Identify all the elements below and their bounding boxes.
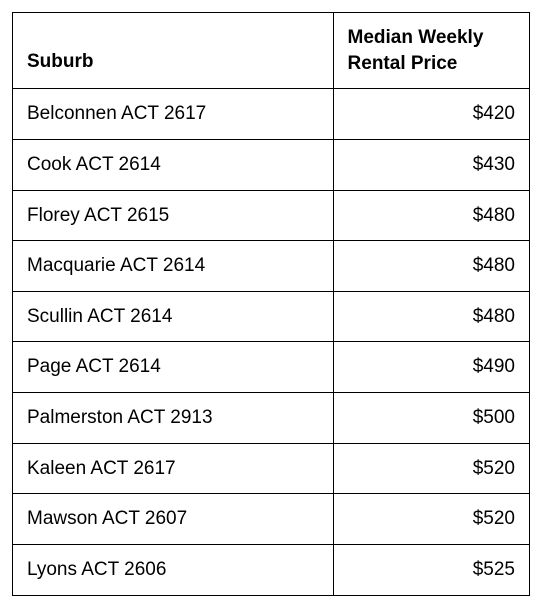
table-row: Belconnen ACT 2617 $420: [13, 89, 530, 140]
price-cell: $480: [333, 241, 529, 292]
price-cell: $480: [333, 291, 529, 342]
price-cell: $525: [333, 545, 529, 596]
price-cell: $520: [333, 443, 529, 494]
table-row: Kaleen ACT 2617 $520: [13, 443, 530, 494]
price-cell: $480: [333, 190, 529, 241]
table-row: Scullin ACT 2614 $480: [13, 291, 530, 342]
table-row: Lyons ACT 2606 $525: [13, 545, 530, 596]
suburb-cell: Cook ACT 2614: [13, 139, 334, 190]
column-header-price: Median Weekly Rental Price: [333, 13, 529, 89]
suburb-cell: Mawson ACT 2607: [13, 494, 334, 545]
price-cell: $520: [333, 494, 529, 545]
suburb-cell: Florey ACT 2615: [13, 190, 334, 241]
table-header-row: Suburb Median Weekly Rental Price: [13, 13, 530, 89]
table-row: Palmerston ACT 2913 $500: [13, 393, 530, 444]
suburb-cell: Page ACT 2614: [13, 342, 334, 393]
table-row: Page ACT 2614 $490: [13, 342, 530, 393]
rental-price-table: Suburb Median Weekly Rental Price Belcon…: [12, 12, 530, 596]
suburb-cell: Kaleen ACT 2617: [13, 443, 334, 494]
table-row: Mawson ACT 2607 $520: [13, 494, 530, 545]
suburb-cell: Scullin ACT 2614: [13, 291, 334, 342]
suburb-cell: Belconnen ACT 2617: [13, 89, 334, 140]
suburb-cell: Macquarie ACT 2614: [13, 241, 334, 292]
column-header-suburb: Suburb: [13, 13, 334, 89]
price-cell: $430: [333, 139, 529, 190]
table-row: Cook ACT 2614 $430: [13, 139, 530, 190]
price-cell: $490: [333, 342, 529, 393]
suburb-cell: Lyons ACT 2606: [13, 545, 334, 596]
price-cell: $420: [333, 89, 529, 140]
table-body: Belconnen ACT 2617 $420 Cook ACT 2614 $4…: [13, 89, 530, 595]
price-cell: $500: [333, 393, 529, 444]
table-row: Macquarie ACT 2614 $480: [13, 241, 530, 292]
table-row: Florey ACT 2615 $480: [13, 190, 530, 241]
suburb-cell: Palmerston ACT 2913: [13, 393, 334, 444]
